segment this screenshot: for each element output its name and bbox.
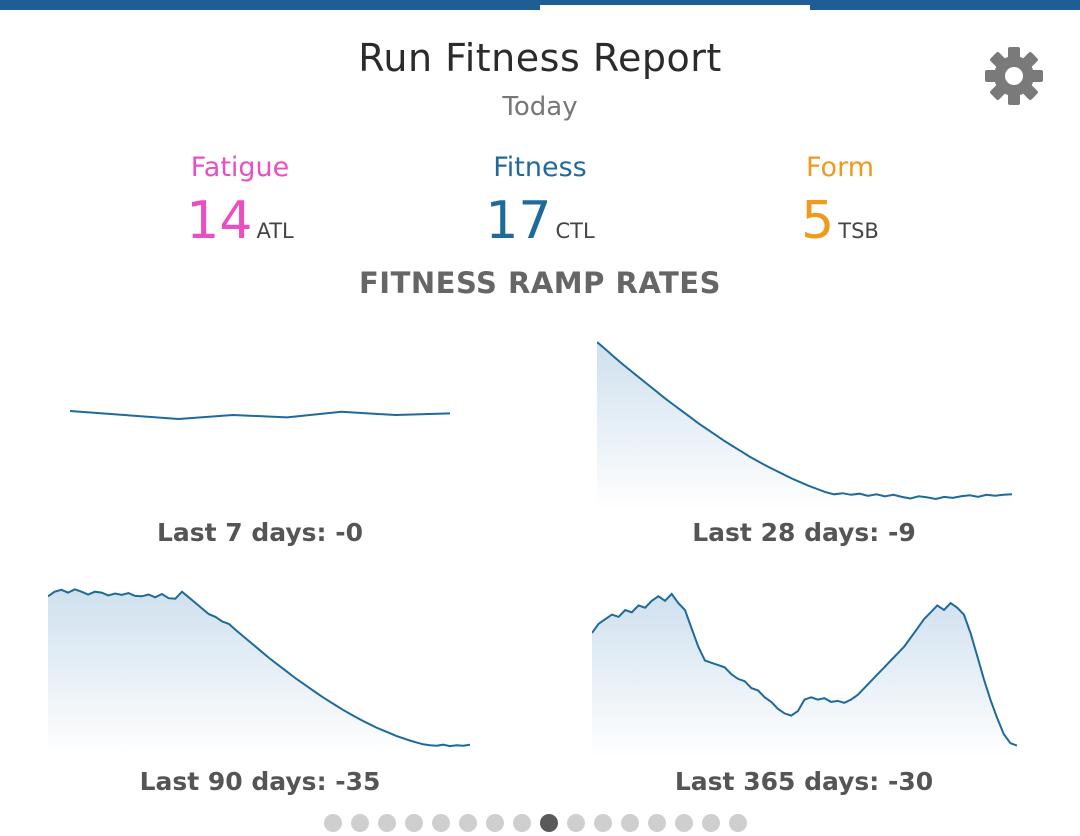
page-dot[interactable] bbox=[675, 814, 693, 832]
form-value: 5 bbox=[801, 191, 835, 251]
chart-area-fill bbox=[597, 342, 1012, 510]
page-dot[interactable] bbox=[729, 814, 747, 832]
fatigue-label: Fatigue bbox=[190, 152, 290, 183]
page-dot[interactable] bbox=[378, 814, 396, 832]
chart-series-line bbox=[48, 588, 470, 748]
chart-area-fill bbox=[592, 593, 1017, 757]
page-dot[interactable] bbox=[459, 814, 477, 832]
page-dot[interactable] bbox=[405, 814, 423, 832]
fitness-value: 17 bbox=[485, 191, 552, 251]
gear-icon[interactable] bbox=[983, 45, 1045, 107]
form-metric: Form 5 TSB bbox=[690, 152, 990, 248]
page-dot[interactable] bbox=[486, 814, 504, 832]
chart-365-days bbox=[592, 592, 1017, 757]
page-dot[interactable] bbox=[567, 814, 585, 832]
fatigue-unit: ATL bbox=[256, 219, 294, 243]
tab-indicator bbox=[540, 5, 810, 10]
fatigue-metric: Fatigue 14 ATL bbox=[90, 152, 390, 248]
chart-7-days bbox=[70, 410, 450, 421]
chart-90-days-caption: Last 90 days: -35 bbox=[139, 767, 381, 796]
fatigue-value: 14 bbox=[186, 191, 253, 251]
form-unit: TSB bbox=[838, 219, 879, 243]
form-label: Form bbox=[805, 152, 874, 183]
page-subtitle: Today bbox=[502, 92, 578, 122]
chart-365-days-caption: Last 365 days: -30 bbox=[674, 767, 934, 796]
page-dot[interactable] bbox=[432, 814, 450, 832]
chart-area-fill bbox=[48, 589, 470, 755]
chart-series-line bbox=[592, 592, 1017, 747]
page-dot[interactable] bbox=[621, 814, 639, 832]
chart-7-days-caption: Last 7 days: -0 bbox=[156, 518, 364, 547]
chart-28-days bbox=[597, 341, 1012, 510]
top-tab-bar bbox=[0, 0, 1080, 10]
chart-90-days bbox=[48, 588, 470, 755]
chart-28-days-caption: Last 28 days: -9 bbox=[692, 518, 916, 547]
page-dot[interactable] bbox=[540, 814, 558, 832]
fitness-metric: Fitness 17 CTL bbox=[390, 152, 690, 248]
page-dot[interactable] bbox=[513, 814, 531, 832]
page-dot[interactable] bbox=[351, 814, 369, 832]
section-title: FITNESS RAMP RATES bbox=[358, 266, 721, 300]
page-dot[interactable] bbox=[648, 814, 666, 832]
page-title: Run Fitness Report bbox=[358, 36, 722, 80]
page-dot[interactable] bbox=[594, 814, 612, 832]
page-dot[interactable] bbox=[702, 814, 720, 832]
chart-series-line bbox=[597, 341, 1012, 501]
fitness-unit: CTL bbox=[555, 219, 595, 243]
chart-series-line bbox=[70, 410, 450, 421]
fitness-label: Fitness bbox=[493, 152, 587, 183]
page-dot[interactable] bbox=[324, 814, 342, 832]
